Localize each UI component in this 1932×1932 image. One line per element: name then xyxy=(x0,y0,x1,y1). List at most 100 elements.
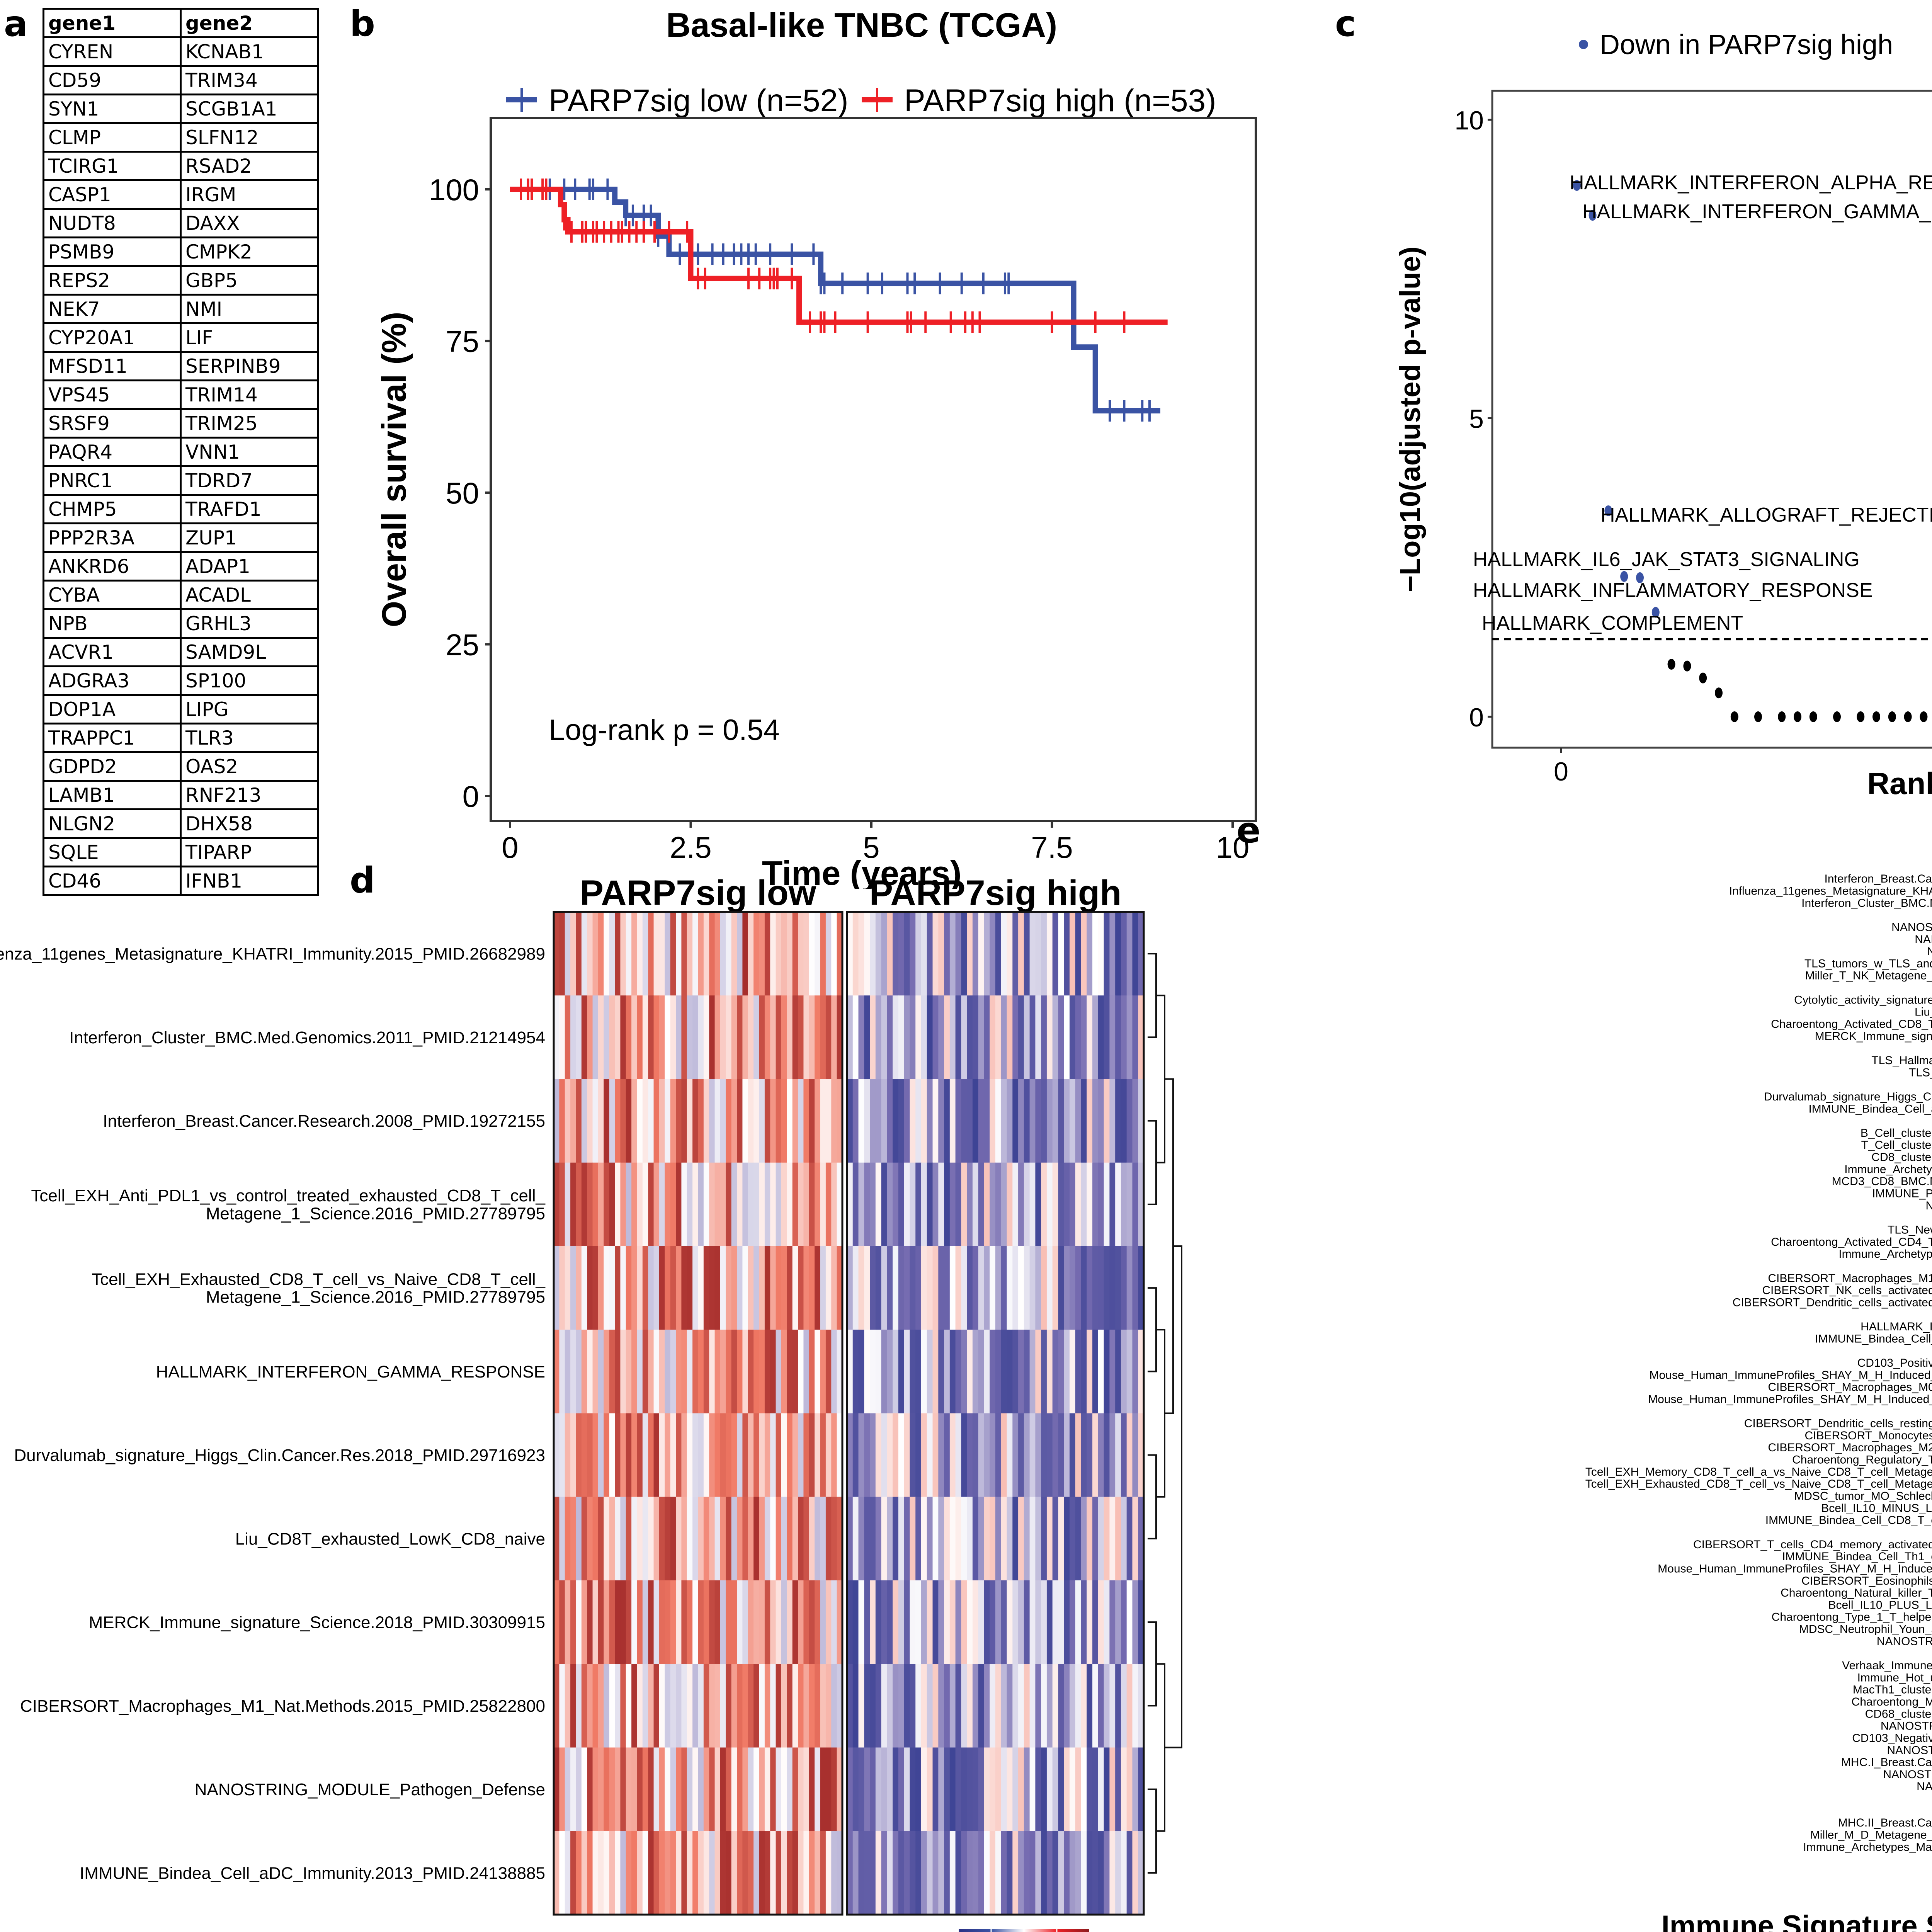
gene-table-row: CASP1 IRGM xyxy=(43,179,319,210)
heatmap-cell xyxy=(676,995,682,1080)
heatmap-cell xyxy=(731,1664,737,1748)
heatmap-cell xyxy=(764,995,770,1080)
heatmap-cell xyxy=(995,1246,1002,1330)
gene1-cell: LAMB1 xyxy=(43,780,182,810)
heatmap-cell xyxy=(670,1580,676,1664)
heatmap-cell xyxy=(737,995,743,1080)
heatmap-cell xyxy=(1046,1413,1053,1497)
heatmap-cell xyxy=(1064,1580,1070,1664)
heatmap-cell xyxy=(893,1831,899,1915)
heatmap-cell xyxy=(1052,1664,1059,1748)
heatmap-cell xyxy=(659,1497,665,1581)
heatmap-cell xyxy=(581,1580,587,1664)
data-point xyxy=(1872,711,1880,722)
heatmap-cell xyxy=(1035,1246,1041,1330)
heatmap-cell xyxy=(1064,1664,1070,1748)
heatmap-cell xyxy=(864,1246,870,1330)
heatmap-cell xyxy=(692,1162,699,1247)
gene2-cell: LIF xyxy=(180,322,319,353)
heatmap-cell xyxy=(665,1330,671,1414)
heatmap-cell xyxy=(921,1162,927,1247)
heatmap-cell xyxy=(731,1079,737,1163)
heatmap-cell xyxy=(815,1497,821,1581)
heatmap-cell xyxy=(554,995,560,1080)
heatmap-cell xyxy=(653,1747,660,1832)
heatmap-cell xyxy=(598,1413,604,1497)
heatmap-cell xyxy=(825,1246,832,1330)
heatmap-cell xyxy=(944,1413,950,1497)
heatmap-cell xyxy=(737,1079,743,1163)
data-point xyxy=(1833,711,1841,722)
heatmap-cell xyxy=(681,1831,687,1915)
heatmap-cell xyxy=(748,1079,754,1163)
heatmap-cell xyxy=(576,1747,582,1832)
heatmap-cell xyxy=(1024,1580,1030,1664)
heatmap-cell xyxy=(967,1246,973,1330)
heatmap-cell xyxy=(1029,1246,1036,1330)
gene-table-row: ANKRD6 ADAP1 xyxy=(43,551,319,582)
header-gene1: gene1 xyxy=(43,8,182,38)
heatmap-cell xyxy=(1138,1079,1144,1163)
heatmap-cell xyxy=(1126,912,1133,996)
heatmap-cell xyxy=(676,1413,682,1497)
heatmap-cell xyxy=(714,1162,721,1247)
gene-table-row: NLGN2 DHX58 xyxy=(43,808,319,839)
heatmap-row-label: Durvalumab_signature_Higgs_Clin.Cancer.R… xyxy=(14,1446,545,1465)
heatmap-cell xyxy=(637,1580,643,1664)
heatmap-cell xyxy=(1035,1747,1041,1832)
heatmap-cell xyxy=(864,1497,870,1581)
heatmap-cell xyxy=(887,1413,893,1497)
gene-table-row: LAMB1 RNF213 xyxy=(43,780,319,810)
heatmap-row-label: Metagene_1_Science.2016_PMID.27789795 xyxy=(206,1204,545,1223)
gene2-cell: TDRD7 xyxy=(180,465,319,496)
legend-label: PARP7sig high (n=53) xyxy=(904,83,1216,118)
heatmap-cell xyxy=(581,1747,587,1832)
heatmap-cell xyxy=(995,1330,1002,1414)
gene-table-row: PSMB9 CMPK2 xyxy=(43,236,319,267)
heatmap-cell xyxy=(1001,1079,1007,1163)
heatmap-cell xyxy=(852,1580,859,1664)
heatmap-cell xyxy=(949,1831,956,1915)
heatmap-cell xyxy=(581,1162,587,1247)
heatmap-cell xyxy=(565,1079,571,1163)
data-point xyxy=(1651,607,1660,618)
heatmap-cell xyxy=(1121,1162,1127,1247)
heatmap-cell xyxy=(687,1580,693,1664)
heatmap-cell xyxy=(687,1079,693,1163)
heatmap-cell xyxy=(726,1664,732,1748)
heatmap-cell xyxy=(554,1162,560,1247)
gene2-cell: GRHL3 xyxy=(180,608,319,639)
heatmap-cell xyxy=(792,1747,798,1832)
legend-label-down: Down in PARP7sig high xyxy=(1600,29,1893,60)
heatmap-cell xyxy=(709,995,715,1080)
heatmap-cell xyxy=(764,1079,770,1163)
heatmap-cell xyxy=(972,1079,979,1163)
heatmap-cell xyxy=(1041,1246,1047,1330)
gene-table-row: CLMP SLFN12 xyxy=(43,122,319,153)
heatmap-cell xyxy=(955,1162,961,1247)
heatmap-cell xyxy=(776,1079,782,1163)
heatmap-cell xyxy=(720,1413,726,1497)
heatmap-cell xyxy=(798,995,804,1080)
heatmap-cell xyxy=(787,995,793,1080)
heatmap-cell xyxy=(852,995,859,1080)
heatmap-cell xyxy=(1092,1330,1099,1414)
heatmap-cell xyxy=(653,1831,660,1915)
heatmap-cell xyxy=(770,1497,776,1581)
heatmap-cell xyxy=(1075,912,1082,996)
heatmap-cell xyxy=(1104,1747,1110,1832)
row-dendrogram xyxy=(1148,953,1182,1874)
heatmap-cell xyxy=(581,1079,587,1163)
heatmap-cell xyxy=(847,1246,853,1330)
heatmap-cell xyxy=(1115,1079,1121,1163)
heatmap-cell xyxy=(748,1330,754,1414)
heatmap-cell xyxy=(692,995,699,1080)
heatmap-cell xyxy=(852,912,859,996)
heatmap-row-label: TLS_tumors_w_TLS_and_CD8_v_CD8alone_PMID… xyxy=(1804,957,1932,970)
heatmap-cell xyxy=(825,1330,832,1414)
heatmap-cell xyxy=(1007,1747,1013,1832)
gene-table-row: ACVR1 SAMD9L xyxy=(43,637,319,667)
heatmap-cell xyxy=(864,995,870,1080)
gene1-cell: NEK7 xyxy=(43,294,182,324)
heatmap-cell xyxy=(904,1580,910,1664)
